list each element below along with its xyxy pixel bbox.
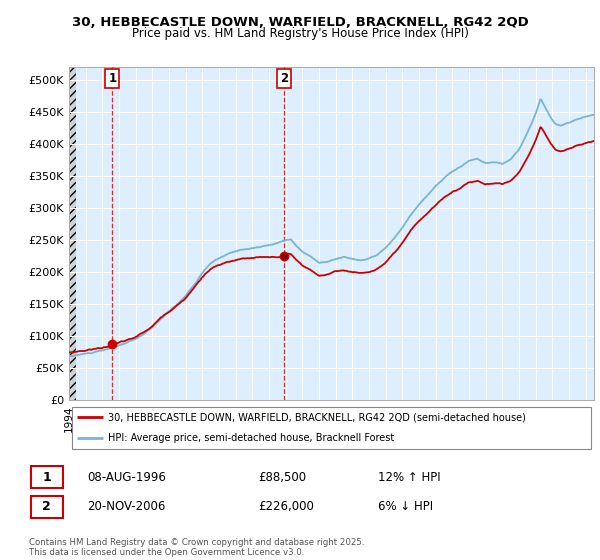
Text: 20-NOV-2006: 20-NOV-2006 [87, 500, 166, 514]
Bar [69, 67, 76, 400]
Text: 30, HEBBECASTLE DOWN, WARFIELD, BRACKNELL, RG42 2QD: 30, HEBBECASTLE DOWN, WARFIELD, BRACKNEL… [71, 16, 529, 29]
Text: HPI: Average price, semi-detached house, Bracknell Forest: HPI: Average price, semi-detached house,… [109, 433, 395, 444]
Text: 08-AUG-1996: 08-AUG-1996 [87, 470, 166, 484]
Text: 2: 2 [280, 72, 288, 85]
Text: 1: 1 [108, 72, 116, 85]
Text: £88,500: £88,500 [258, 470, 306, 484]
FancyBboxPatch shape [31, 496, 63, 518]
Text: Contains HM Land Registry data © Crown copyright and database right 2025.
This d: Contains HM Land Registry data © Crown c… [29, 538, 364, 557]
Text: 12% ↑ HPI: 12% ↑ HPI [378, 470, 440, 484]
FancyBboxPatch shape [31, 466, 63, 488]
Text: Price paid vs. HM Land Registry's House Price Index (HPI): Price paid vs. HM Land Registry's House … [131, 27, 469, 40]
Text: 1: 1 [43, 470, 51, 484]
FancyBboxPatch shape [71, 407, 592, 449]
Text: £226,000: £226,000 [258, 500, 314, 514]
Text: 30, HEBBECASTLE DOWN, WARFIELD, BRACKNELL, RG42 2QD (semi-detached house): 30, HEBBECASTLE DOWN, WARFIELD, BRACKNEL… [109, 412, 526, 422]
Text: 2: 2 [43, 500, 51, 514]
Text: 6% ↓ HPI: 6% ↓ HPI [378, 500, 433, 514]
